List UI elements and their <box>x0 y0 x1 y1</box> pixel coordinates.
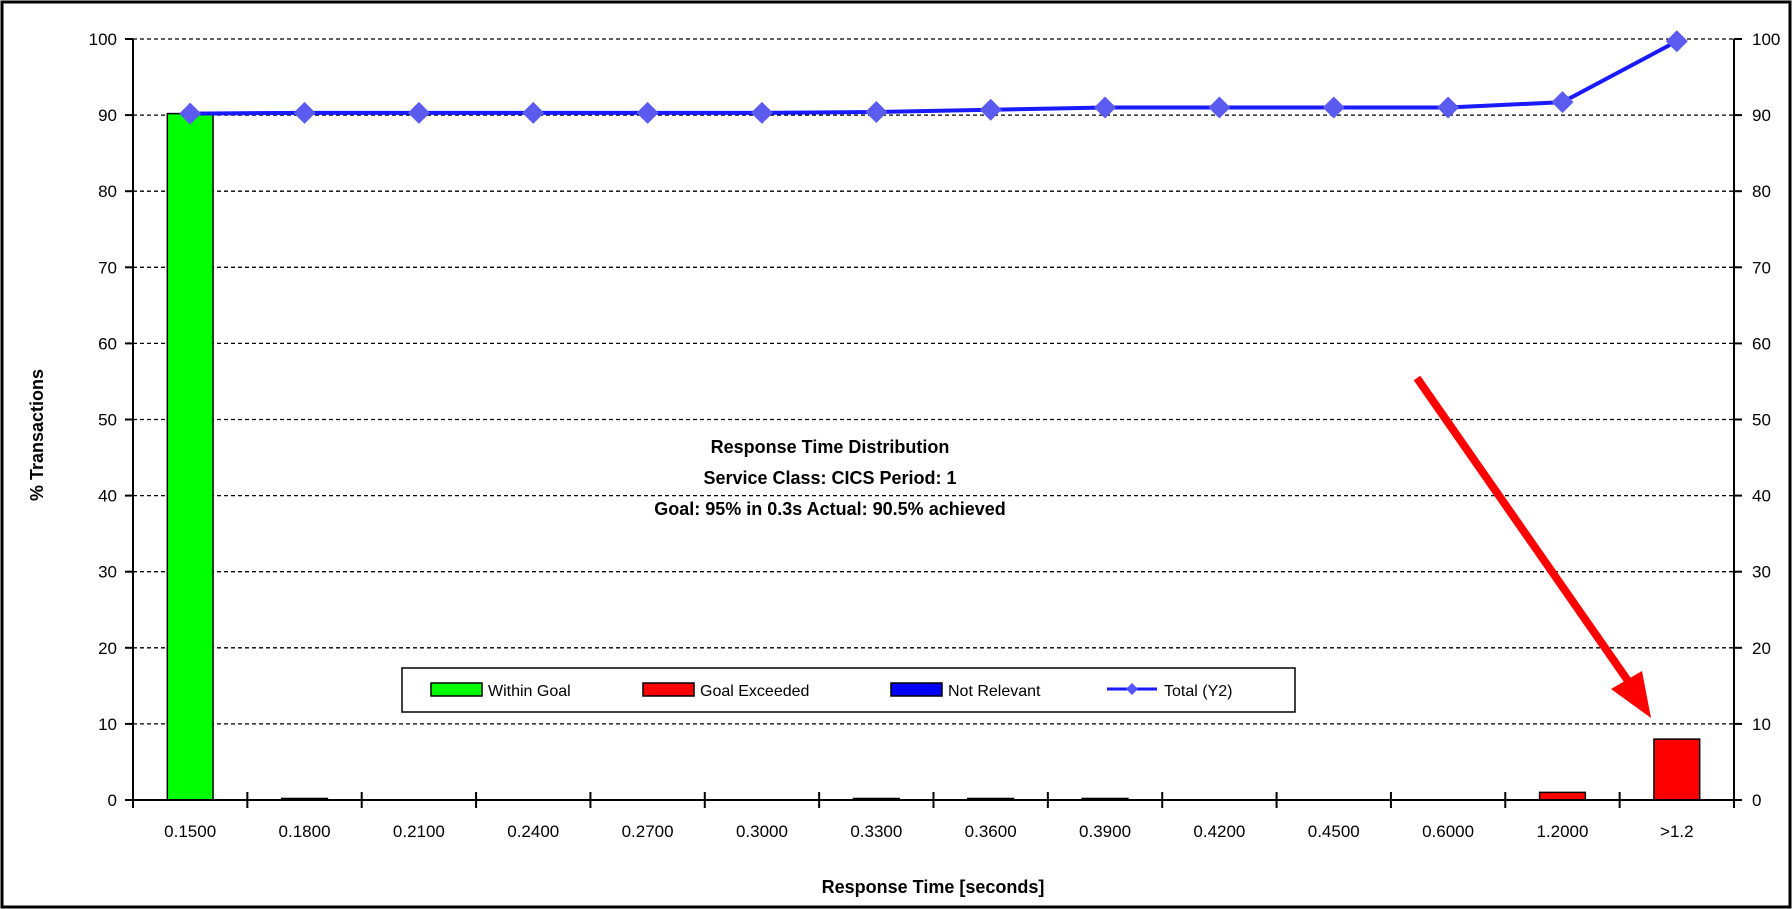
y2-tick-label-40: 40 <box>1752 487 1771 506</box>
total-point-2 <box>407 101 430 124</box>
total-point-9 <box>1208 96 1231 119</box>
y-tick-label-20: 20 <box>98 639 117 658</box>
y-tick-label-100: 100 <box>89 30 117 49</box>
y-axis-title: % Transactions <box>27 369 47 501</box>
y-tick-label-60: 60 <box>98 334 117 353</box>
red-annotation-arrow <box>1413 375 1651 718</box>
legend-swatch-total-marker <box>1126 683 1138 695</box>
x-axis-title: Response Time [seconds] <box>822 877 1045 897</box>
total-point-10 <box>1322 96 1345 119</box>
y2-tick-label-10: 10 <box>1752 715 1771 734</box>
y-tick-label-10: 10 <box>98 715 117 734</box>
total-point-0 <box>179 102 202 125</box>
bar-within-goal-0 <box>166 112 214 801</box>
y2-tick-label-70: 70 <box>1752 258 1771 277</box>
total-point-6 <box>865 101 888 124</box>
x-tick-label-2: 0.2100 <box>393 822 445 841</box>
y2-tick-label-60: 60 <box>1752 334 1771 353</box>
total-point-12 <box>1551 91 1574 114</box>
y2-tick-label-0: 0 <box>1752 791 1761 810</box>
y2-tick-label-80: 80 <box>1752 182 1771 201</box>
x-tick-label-5: 0.3000 <box>736 822 788 841</box>
total-point-4 <box>636 101 659 124</box>
x-tick-label-0: 0.1500 <box>164 822 216 841</box>
y-tick-label-70: 70 <box>98 258 117 277</box>
y2-tick-label-90: 90 <box>1752 106 1771 125</box>
axes: 0 10 20 30 40 50 60 70 80 90 100 0 10 20 30 40 50 60 70 80 9… <box>89 30 1781 841</box>
legend-label-goal-exceeded: Goal Exceeded <box>700 683 809 700</box>
x-tick-label-11: 0.6000 <box>1422 822 1474 841</box>
y-tick-label-40: 40 <box>98 487 117 506</box>
bar-goal-exceeded-13 <box>1653 738 1701 801</box>
x-tick-label-10: 0.4500 <box>1308 822 1360 841</box>
total-point-5 <box>750 101 773 124</box>
x-tick-label-9: 0.4200 <box>1193 822 1245 841</box>
gridlines <box>133 38 1734 725</box>
total-line <box>190 39 1678 116</box>
x-tick-label-4: 0.2700 <box>622 822 674 841</box>
x-tick-label-13: >1.2 <box>1660 822 1694 841</box>
x-tick-label-7: 0.3600 <box>965 822 1017 841</box>
y2-tick-label-30: 30 <box>1752 563 1771 582</box>
chart-subtitle-line-2: Goal: 95% in 0.3s Actual: 90.5% achieved <box>654 499 1005 519</box>
chart-title: Response Time Distribution <box>711 437 950 457</box>
legend-label-within-goal: Within Goal <box>488 683 571 700</box>
total-point-13 <box>1665 30 1688 53</box>
y2-tick-label-100: 100 <box>1752 30 1780 49</box>
total-line-series <box>179 30 1688 125</box>
legend-label-not-relevant: Not Relevant <box>948 683 1041 700</box>
total-point-8 <box>1094 96 1117 119</box>
chart-subtitle-line-1: Service Class: CICS Period: 1 <box>703 468 956 488</box>
y-tick-label-30: 30 <box>98 563 117 582</box>
total-point-11 <box>1437 96 1460 119</box>
x-tick-label-3: 0.2400 <box>507 822 559 841</box>
y-tick-label-50: 50 <box>98 411 117 430</box>
legend-swatch-not-relevant <box>890 682 943 697</box>
total-point-3 <box>522 101 545 124</box>
legend-swatch-goal-exceeded <box>642 682 695 697</box>
y-tick-label-90: 90 <box>98 106 117 125</box>
bar-goal-exceeded-12 <box>1538 791 1587 801</box>
legend-label-total: Total (Y2) <box>1164 683 1232 700</box>
y2-tick-label-50: 50 <box>1752 411 1771 430</box>
total-point-7 <box>979 98 1002 121</box>
y-tick-label-0: 0 <box>108 791 117 810</box>
x-tick-label-8: 0.3900 <box>1079 822 1131 841</box>
legend: Within Goal Goal Exceeded Not Relevant T… <box>401 667 1296 713</box>
y-tick-label-80: 80 <box>98 182 117 201</box>
x-tick-label-1: 0.1800 <box>279 822 331 841</box>
x-tick-label-6: 0.3300 <box>850 822 902 841</box>
total-point-1 <box>293 101 316 124</box>
x-tick-label-12: 1.2000 <box>1536 822 1588 841</box>
y2-tick-label-20: 20 <box>1752 639 1771 658</box>
annotation-arrow-head <box>1611 671 1651 718</box>
legend-swatch-within-goal <box>430 682 483 697</box>
annotation-arrow-shaft <box>1413 375 1637 691</box>
